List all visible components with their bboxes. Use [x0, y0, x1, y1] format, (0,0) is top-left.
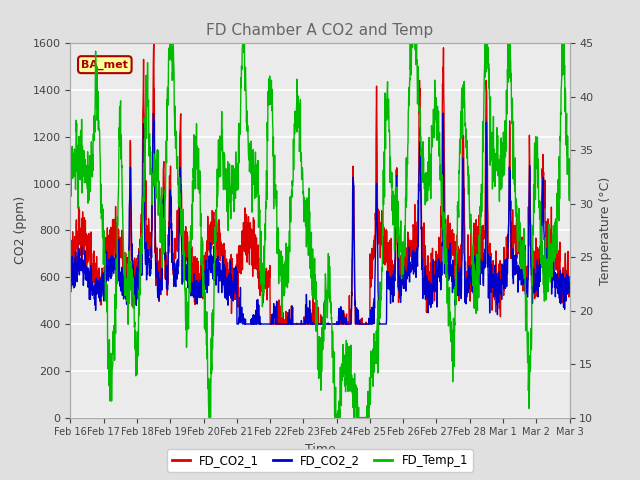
FD_CO2_2	[150, 110, 157, 116]
FD_CO2_2	[566, 279, 573, 285]
Line: FD_Temp_1: FD_Temp_1	[70, 43, 570, 418]
FD_CO2_1	[552, 254, 559, 260]
Y-axis label: Temperature (°C): Temperature (°C)	[599, 176, 612, 285]
Line: FD_CO2_2: FD_CO2_2	[70, 113, 570, 324]
FD_CO2_2	[460, 250, 468, 255]
Legend: FD_CO2_1, FD_CO2_2, FD_Temp_1: FD_CO2_1, FD_CO2_2, FD_Temp_1	[167, 449, 473, 472]
FD_Temp_1	[205, 415, 213, 420]
FD_CO2_1	[266, 321, 274, 327]
FD_CO2_1	[296, 321, 304, 327]
Y-axis label: CO2 (ppm): CO2 (ppm)	[14, 196, 27, 264]
FD_Temp_1	[552, 216, 559, 222]
FD_Temp_1	[566, 158, 573, 164]
FD_CO2_2	[92, 289, 100, 295]
FD_CO2_2	[233, 321, 241, 327]
FD_Temp_1	[552, 255, 559, 261]
FD_Temp_1	[92, 93, 100, 99]
FD_CO2_2	[296, 321, 304, 327]
Text: BA_met: BA_met	[81, 60, 128, 70]
FD_CO2_1	[92, 277, 100, 283]
FD_CO2_1	[67, 270, 74, 276]
FD_CO2_1	[460, 196, 468, 202]
FD_CO2_2	[310, 321, 317, 327]
Title: FD Chamber A CO2 and Temp: FD Chamber A CO2 and Temp	[206, 23, 434, 38]
FD_Temp_1	[166, 40, 173, 46]
FD_CO2_1	[566, 291, 573, 297]
FD_CO2_1	[552, 266, 559, 272]
FD_CO2_2	[67, 285, 74, 291]
FD_CO2_2	[552, 294, 559, 300]
FD_Temp_1	[67, 167, 74, 173]
FD_Temp_1	[460, 83, 468, 88]
Line: FD_CO2_1: FD_CO2_1	[70, 44, 570, 324]
FD_CO2_2	[552, 282, 559, 288]
X-axis label: Time: Time	[305, 443, 335, 456]
FD_Temp_1	[310, 258, 317, 264]
FD_CO2_1	[310, 305, 317, 311]
FD_CO2_1	[150, 41, 157, 47]
FD_Temp_1	[296, 96, 304, 102]
